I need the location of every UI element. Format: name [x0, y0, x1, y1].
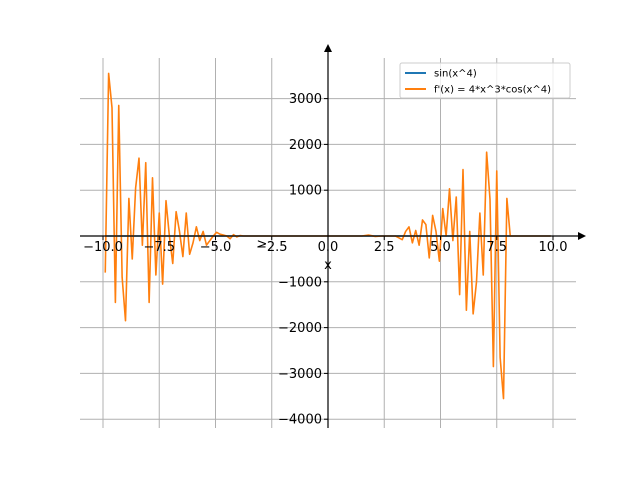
x-tick-label-5: 2.5 — [374, 240, 395, 255]
x-tick-label-0: −10.0 — [83, 240, 123, 255]
y-tick-label-4: 1000 — [289, 184, 322, 199]
x-tick-label-4: 0.0 — [318, 240, 339, 255]
legend: sin(x^4) f'(x) = 4*x^3*cos(x^4) — [399, 62, 571, 99]
x-tick-label-7: 7.5 — [486, 240, 507, 255]
x-tick-label-3: −2.5 — [256, 240, 288, 255]
y-tick-label-5: 2000 — [289, 138, 322, 153]
legend-label-1: f'(x) = 4*x^3*cos(x^4) — [434, 85, 551, 96]
legend-label-0: sin(x^4) — [434, 69, 477, 80]
y-tick-label-3: −1000 — [278, 275, 322, 290]
y-tick-label-2: −2000 — [278, 321, 322, 336]
ticks: −10.0 −7.5 −5.0 −2.5 0.0 2.5 5.0 7.5 10.0 −4000 −3… — [83, 92, 567, 428]
x-axis-label: x — [324, 258, 332, 273]
x-axis-arrow — [578, 232, 586, 240]
axes — [80, 44, 586, 428]
x-tick-label-2: −5.0 — [200, 240, 232, 255]
y-tick-label-6: 3000 — [289, 92, 322, 107]
x-tick-label-1: −7.5 — [143, 240, 175, 255]
y-tick-label-0: −4000 — [278, 413, 322, 428]
legend-box — [399, 62, 571, 99]
x-tick-label-6: 5.0 — [430, 240, 451, 255]
y-axis-arrow — [324, 44, 332, 52]
x-tick-label-8: 10.0 — [539, 240, 568, 255]
arrow-glyph-label: > — [257, 237, 268, 252]
y-tick-label-1: −3000 — [278, 367, 322, 382]
